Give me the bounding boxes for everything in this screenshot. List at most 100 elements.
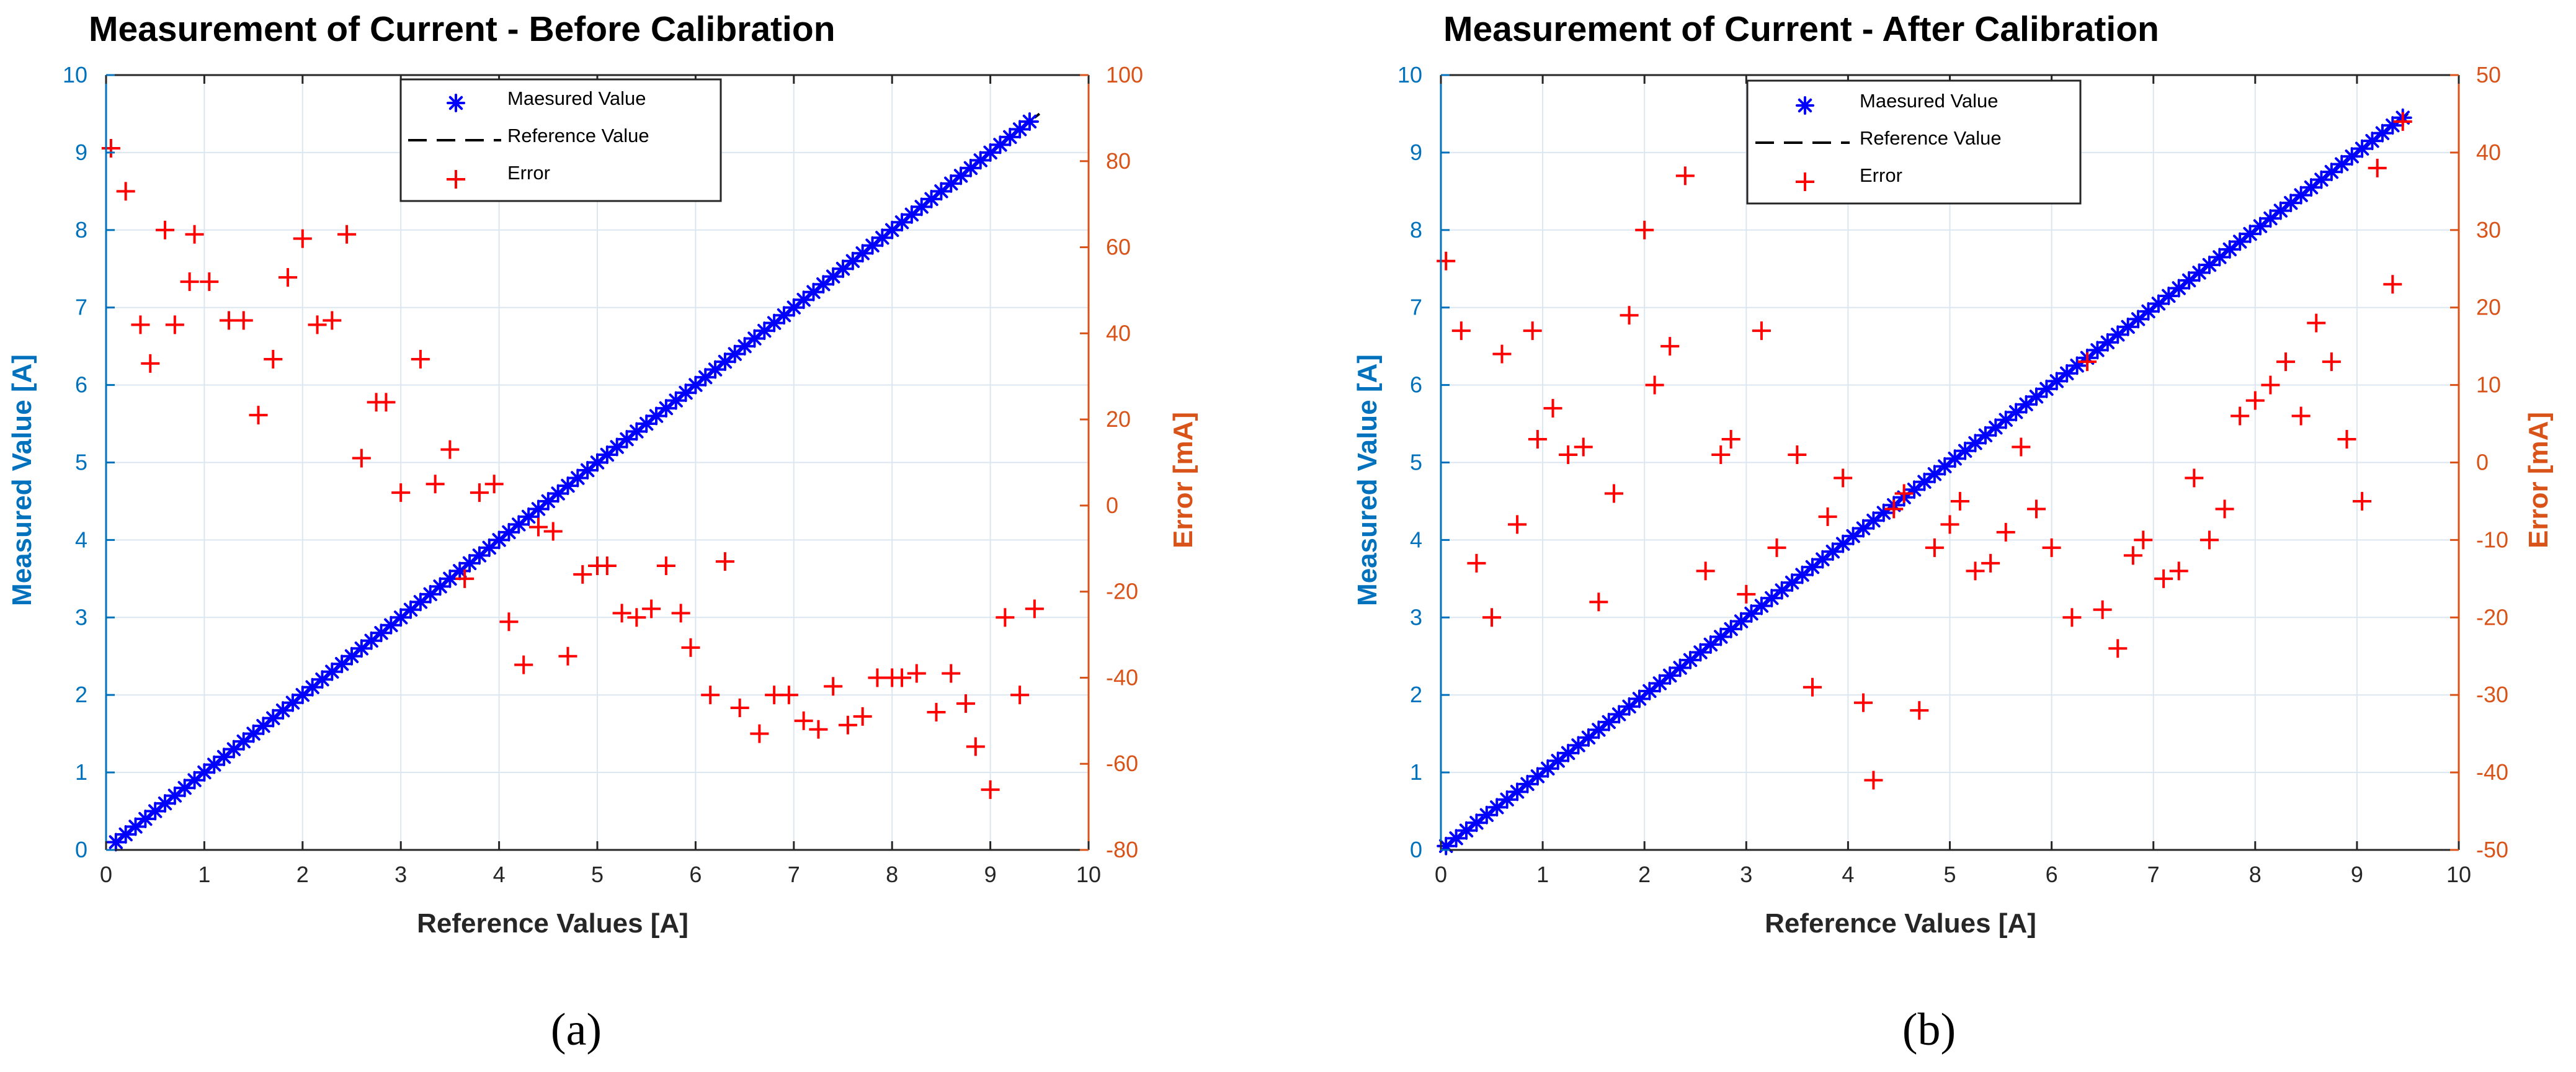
measured-point [1813,550,1832,569]
measured-point [372,623,391,643]
measured-point [2261,209,2280,228]
chart-title: Measurement of Current - Before Calibrat… [89,9,836,49]
measured-point [1823,542,1842,561]
measured-point [342,646,361,666]
y-tick-label-left: 0 [1410,837,1422,862]
legend-label-reference: Reference Value [1860,127,2002,149]
error-point [1818,507,1837,526]
measured-point [195,763,214,782]
error-point [2291,406,2311,426]
measured-point [2159,286,2178,305]
measured-point [1538,759,1558,778]
measured-point [106,833,125,852]
measured-point [215,748,234,767]
x-tick-label: 4 [493,862,506,887]
error-point [642,599,661,619]
error-point [2199,530,2219,550]
measured-point [362,631,381,650]
measured-point [313,670,332,689]
error-point [1508,515,1527,534]
y-tick-label-right: 0 [2476,450,2489,475]
y-tick-label-right: 20 [1106,406,1131,432]
measured-point [942,174,961,193]
error-point [2276,352,2296,372]
measured-point [165,786,184,805]
measured-point [1783,573,1802,592]
y-tick-label-right: 40 [2476,140,2501,165]
y-tick-label-right: 20 [2476,295,2501,320]
measured-point [381,615,401,635]
error-point [2123,546,2142,565]
measured-point [814,275,833,294]
error-point [180,272,199,292]
error-point [1451,321,1471,341]
legend-error-marker [447,170,465,189]
measured-point [952,166,971,185]
error-point [484,475,504,494]
error-point [185,225,204,244]
x-tick-label: 5 [1943,862,1956,887]
y-tick-label-right: -30 [2476,682,2508,707]
error-point [907,664,926,683]
y-tick-label-right: -10 [2476,527,2508,552]
error-point [853,707,872,726]
y-tick-label-left: 8 [1410,217,1422,243]
measured-point [2251,217,2270,236]
error-point [1854,693,1873,712]
measured-point [274,701,293,720]
error-point [2245,391,2265,410]
error-point [927,702,946,721]
error-series [1437,112,2412,790]
measured-point [2322,163,2341,182]
y-tick-label-right: -50 [2476,837,2508,862]
y-tick-label-right: 40 [1106,320,1131,346]
error-point [1894,484,1914,503]
error-point [323,311,342,330]
measured-point [205,755,224,774]
y-tick-label-left: 5 [75,450,87,475]
error-point [391,483,411,502]
measured-point [1854,519,1873,538]
error-point [612,604,631,623]
measured-point [794,290,813,310]
x-tick-label: 3 [394,862,407,887]
error-point [2154,569,2173,588]
measured-value-series [1437,108,2412,855]
x-tick-label: 3 [1740,862,1752,887]
measured-point [234,732,253,751]
error-point [730,699,749,718]
measured-point [116,825,135,844]
y-tick-label-right: 60 [1106,234,1131,260]
y-tick-label-right: 80 [1106,148,1131,174]
error-point [2393,112,2412,131]
x-tick-label: 1 [1536,862,1549,887]
error-point [528,517,548,537]
measured-point [1732,612,1751,631]
chart-title: Measurement of Current - After Calibrati… [1443,9,2159,49]
error-point [824,677,843,696]
measured-point [627,422,646,441]
measured-point [1487,798,1507,817]
measured-point [873,228,892,248]
measured-point [1477,805,1496,824]
measured-point [2108,325,2128,344]
measured-point [2312,170,2331,189]
x-tick-label: 0 [100,862,112,887]
error-point [352,449,371,468]
legend-label-error: Error [1860,164,1902,186]
legend-label-reference: Reference Value [507,125,649,146]
measured-point [2199,256,2219,275]
measured-point [293,686,312,705]
measured-point [843,251,862,270]
x-tick-label: 7 [788,862,800,887]
measured-point [254,717,273,736]
measured-point [303,677,322,697]
error-point [1981,553,2000,573]
x-tick-label: 10 [1076,862,1101,887]
measured-point [136,810,155,829]
error-point [1437,251,1456,270]
measured-point [1528,767,1547,786]
measured-point [1467,813,1486,833]
measured-point [1681,650,1700,669]
y-tick-label-left: 6 [1410,372,1422,398]
